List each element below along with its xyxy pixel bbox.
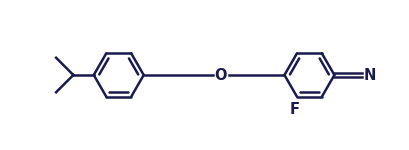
Text: O: O [214,68,227,82]
Text: N: N [362,68,375,82]
Text: F: F [289,102,299,117]
